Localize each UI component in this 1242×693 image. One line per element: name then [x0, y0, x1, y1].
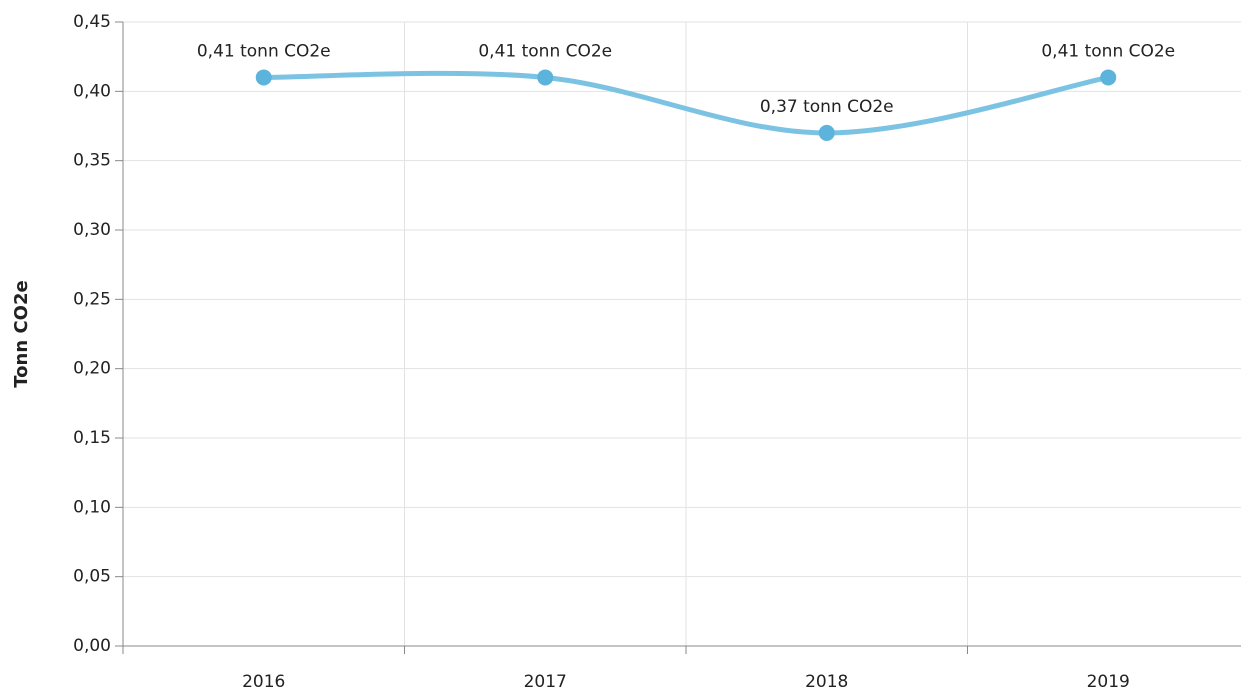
y-tick-label: 0,30 — [73, 220, 111, 240]
x-tick-label: 2019 — [1087, 672, 1130, 692]
point — [818, 124, 835, 141]
data-label: 0,37 tonn CO2e — [760, 97, 894, 117]
y-tick-label: 0,25 — [73, 289, 111, 309]
y-tick-label: 0,45 — [73, 12, 111, 32]
data-label: 0,41 tonn CO2e — [478, 41, 612, 61]
y-tick-label: 0,15 — [73, 428, 111, 448]
point — [255, 69, 272, 86]
data-label: 0,41 tonn CO2e — [1041, 41, 1175, 61]
y-tick-label: 0,35 — [73, 151, 111, 171]
y-tick-label: 0,00 — [73, 636, 111, 656]
x-tick-label: 2016 — [242, 672, 285, 692]
y-tick-label: 0,20 — [73, 359, 111, 379]
y-axis-label: Tonn CO2e — [11, 280, 32, 387]
data-label: 0,41 tonn CO2e — [197, 41, 331, 61]
x-tick-label: 2018 — [805, 672, 848, 692]
point — [1100, 69, 1117, 86]
y-tick-label: 0,40 — [73, 81, 111, 101]
x-tick-label: 2017 — [524, 672, 567, 692]
y-tick-label: 0,10 — [73, 497, 111, 517]
line — [261, 70, 1111, 136]
y-tick-label: 0,05 — [73, 567, 111, 587]
point — [537, 69, 554, 86]
